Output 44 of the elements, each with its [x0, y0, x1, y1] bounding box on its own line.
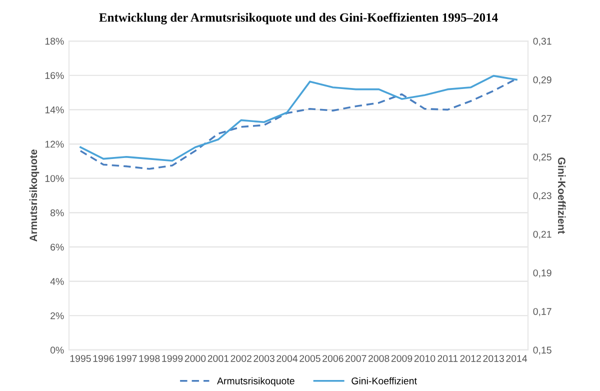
x-tick-label: 2003 — [254, 355, 274, 362]
x-tick-label: 2001 — [208, 355, 229, 362]
y-tick-label: 12% — [45, 140, 64, 148]
x-tick-label: 2000 — [184, 355, 206, 362]
y2-tick-label: 0,15 — [533, 346, 552, 355]
y2-tick-label: 0,23 — [533, 192, 552, 200]
x-tick-label: 2006 — [322, 355, 344, 362]
y2-tick-label: 0,31 — [533, 38, 552, 46]
y-tick-label: 14% — [45, 106, 64, 114]
y-tick-label: 4% — [50, 278, 64, 285]
x-tick-label: 2008 — [368, 355, 390, 362]
x-tick-label: 1995 — [70, 355, 91, 362]
y2-tick-label: 0,27 — [533, 115, 552, 124]
x-tick-label: 2010 — [414, 355, 436, 362]
legend-label: Armutsrisikoquote — [217, 377, 294, 386]
y-tick-label: 0% — [50, 346, 64, 354]
y2-axis-title: Gini-Koeffizient — [558, 157, 566, 234]
x-tick-label: 2011 — [438, 355, 458, 362]
y2-tick-label: 0,25 — [533, 154, 552, 162]
y2-tick-label: 0,29 — [533, 76, 552, 84]
legend-label: Gini-Koeffizient — [352, 377, 417, 384]
y-axis-title: Armutsrisikoquote — [29, 150, 40, 242]
x-tick-label: 2013 — [483, 355, 504, 362]
x-tick-label: 2012 — [460, 355, 481, 362]
y-tick-label: 16% — [45, 72, 64, 79]
x-tick-label: 1997 — [116, 355, 137, 362]
x-tick-label: 1998 — [139, 355, 160, 362]
x-tick-label: 1999 — [162, 355, 183, 362]
x-tick-label: 1996 — [93, 355, 114, 362]
x-tick-label: 2014 — [506, 355, 528, 362]
x-tick-label: 2005 — [300, 355, 320, 362]
chart-title: Entwicklung der Armutsrisikoquote und des Gini-Koeffizienten 1995–2014 — [99, 12, 498, 24]
y-tick-label: 8% — [50, 209, 64, 216]
y2-tick-label: 0,19 — [533, 269, 552, 278]
y-tick-label: 2% — [50, 312, 64, 320]
y-tick-label: 18% — [45, 38, 64, 45]
y2-tick-label: 0,21 — [533, 230, 552, 239]
y2-tick-label: 0,17 — [533, 308, 552, 316]
y-tick-label: 6% — [50, 244, 64, 251]
y-tick-label: 10% — [45, 175, 64, 182]
x-tick-label: 2007 — [346, 355, 366, 362]
x-tick-label: 2002 — [230, 355, 252, 362]
x-tick-label: 2009 — [391, 355, 412, 362]
x-tick-label: 2004 — [276, 355, 298, 362]
